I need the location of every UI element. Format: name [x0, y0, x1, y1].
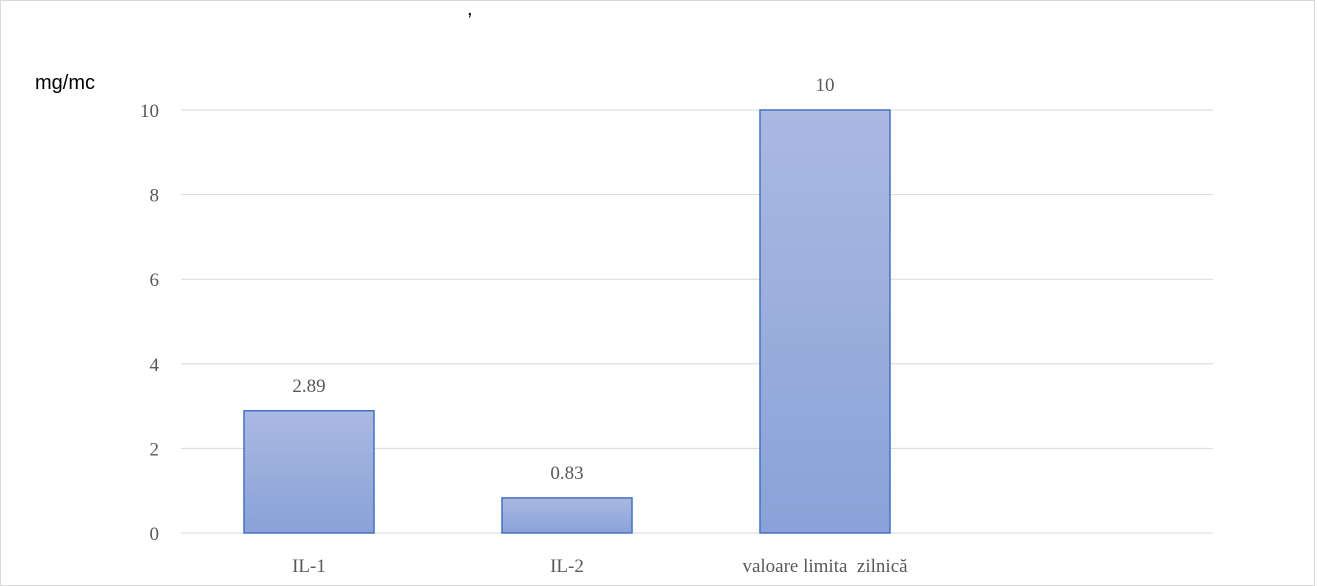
- bar-1: [244, 411, 374, 533]
- y-tick-labels: 0 2 4 6 8 10: [140, 101, 160, 545]
- y-tick-label-0: 0: [150, 524, 160, 545]
- y-tick-label-8: 8: [150, 186, 160, 207]
- y-tick-label-10: 10: [140, 101, 159, 122]
- data-label-2: 0.83: [550, 463, 583, 484]
- category-labels: IL-1 IL-2 valoare limita zilnică: [292, 556, 908, 577]
- category-label-1: IL-1: [292, 556, 326, 577]
- chart-title-fragment: ,: [467, 1, 473, 20]
- y-tick-label-6: 6: [150, 270, 160, 291]
- y-axis-label: mg/mc: [35, 72, 95, 94]
- y-tick-label-4: 4: [150, 355, 160, 376]
- data-label-3: 10: [816, 75, 835, 96]
- bar-3: [760, 110, 890, 533]
- category-label-2: IL-2: [550, 556, 584, 577]
- y-tick-label-2: 2: [150, 439, 160, 460]
- bar-2: [502, 498, 632, 533]
- data-label-1: 2.89: [292, 376, 325, 397]
- category-label-3: valoare limita zilnică: [742, 556, 908, 577]
